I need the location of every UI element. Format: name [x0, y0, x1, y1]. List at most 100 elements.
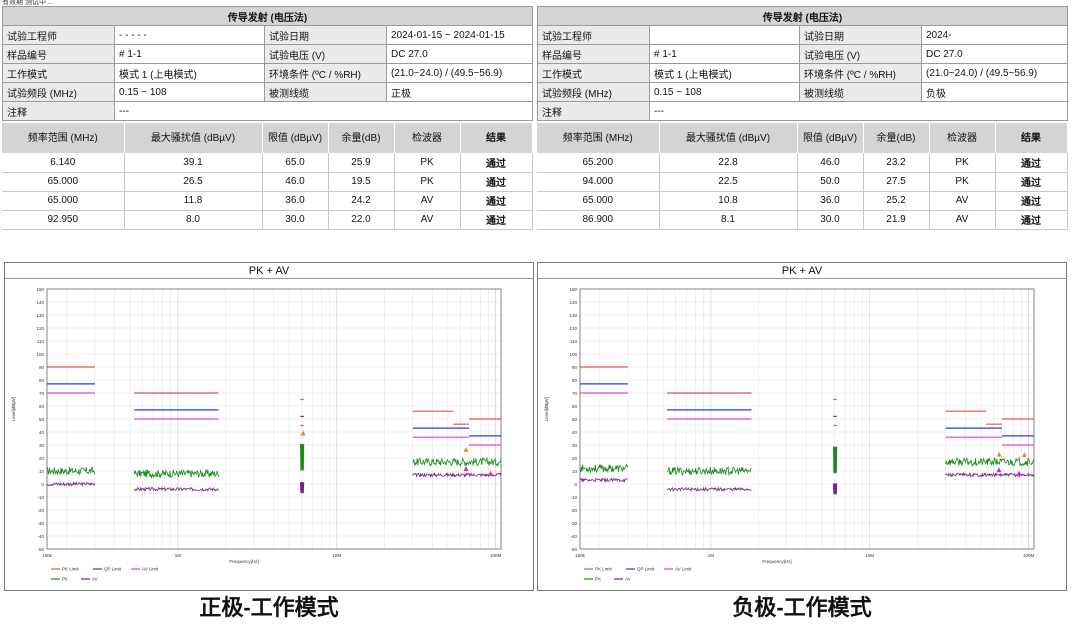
x-axis-label: Frequency[Hz]	[229, 559, 258, 564]
y-tick-label: 80	[39, 378, 45, 383]
sample-value: # 1-1	[114, 44, 265, 64]
cell-margin: 25.9	[328, 153, 395, 173]
cell-detector: AV	[929, 210, 996, 230]
pk-trace	[579, 463, 629, 474]
peak-marker	[996, 451, 1002, 457]
y-tick-label: -30	[570, 521, 577, 526]
caption-negative: 负极-工作模式	[732, 595, 872, 620]
cell-detector: AV	[394, 191, 461, 211]
cell-margin: 27.5	[863, 172, 930, 192]
note-label: 注释	[2, 101, 115, 121]
y-tick-label: 90	[572, 365, 578, 370]
cell-frequency: 65.000	[537, 191, 660, 211]
col-header-result: 结果	[460, 123, 533, 153]
cell-max-value: 22.8	[659, 153, 798, 173]
y-tick-label: 140	[569, 300, 577, 305]
test-info-table: 传导发射 (电压法) 试验工程师 试验日期 2024- 样品编号 # 1-1 试…	[536, 6, 1069, 121]
cell-frequency: 65.200	[537, 153, 660, 173]
av-trace	[833, 483, 838, 495]
pk-trace	[945, 456, 1035, 467]
cell-result: 通过	[460, 153, 533, 173]
y-tick-label: 20	[572, 456, 578, 461]
cell-margin: 22.0	[328, 210, 395, 230]
caption-positive: 正极-工作模式	[199, 595, 339, 620]
cable-value: 正极	[385, 82, 534, 102]
av-trace	[300, 482, 305, 494]
table-row: 6.140 39.1 65.0 25.9 PK 通过	[2, 153, 533, 173]
table-row: 65.000 26.5 46.0 19.5 PK 通过	[2, 172, 533, 192]
env-label: 环境条件 (ºC / %RH)	[264, 63, 387, 83]
col-header-frequency: 频率范围 (MHz)	[2, 123, 125, 153]
legend-label: AV	[625, 577, 631, 582]
y-tick-label: -50	[37, 547, 44, 552]
chart-title: PK + AV	[5, 263, 533, 279]
y-tick-label: -20	[570, 508, 577, 513]
x-tick-label: 100M	[1023, 553, 1035, 558]
cell-max-value: 8.1	[659, 210, 798, 230]
peak-marker	[463, 465, 469, 471]
legend-label: QP Limit	[104, 567, 122, 572]
chart-svg: 1501401301201101009080706050403020100-10…	[544, 287, 1035, 582]
top-note: 有效期 测试中 ...	[2, 0, 54, 6]
cell-limit: 46.0	[797, 153, 864, 173]
cell-result: 通过	[995, 172, 1068, 192]
legend-label: AV Limit	[675, 567, 692, 572]
av-trace	[666, 486, 752, 493]
col-header-limit: 限值 (dBµV)	[262, 123, 329, 153]
results-table: 频率范围 (MHz) 最大骚扰值 (dBµV) 限值 (dBµV) 余量(dB)…	[2, 123, 533, 230]
table-title: 传导发射 (电压法)	[536, 6, 1069, 26]
cell-limit: 50.0	[797, 172, 864, 192]
cell-max-value: 10.8	[659, 191, 798, 211]
y-tick-label: 130	[569, 313, 577, 318]
col-header-frequency: 频率范围 (MHz)	[537, 123, 660, 153]
col-header-detector: 检波器	[394, 123, 461, 153]
table-row: 65.000 10.8 36.0 25.2 AV 通过	[537, 191, 1068, 211]
x-axis-label: Frequency[Hz]	[762, 559, 791, 564]
mode-label: 工作模式	[2, 63, 115, 83]
y-tick-label: 90	[39, 365, 45, 370]
y-tick-label: -10	[37, 495, 44, 500]
cell-margin: 19.5	[328, 172, 395, 192]
cell-frequency: 6.140	[2, 153, 125, 173]
x-tick-label: 100M	[490, 553, 502, 558]
y-tick-label: 120	[36, 326, 44, 331]
y-tick-label: -40	[570, 534, 577, 539]
y-tick-label: 60	[572, 404, 578, 409]
y-tick-label: 20	[39, 456, 45, 461]
pk-trace	[46, 466, 96, 476]
col-header-margin: 余量(dB)	[863, 123, 930, 153]
col-header-detector: 检波器	[929, 123, 996, 153]
table-row: 65.200 22.8 46.0 23.2 PK 通过	[537, 153, 1068, 173]
engineer-value	[649, 25, 800, 45]
y-tick-label: 40	[572, 430, 578, 435]
y-tick-label: 10	[572, 469, 578, 474]
y-tick-label: -40	[37, 534, 44, 539]
table-row: 65.000 11.8 36.0 24.2 AV 通过	[2, 191, 533, 211]
env-label: 环境条件 (ºC / %RH)	[799, 63, 922, 83]
y-tick-label: 80	[572, 378, 578, 383]
mode-value: 模式 1 (上电模式)	[649, 63, 800, 83]
cell-result: 通过	[460, 191, 533, 211]
table-row: 94.000 22.5 50.0 27.5 PK 通过	[537, 172, 1068, 192]
engineer-label: 试验工程师	[537, 25, 650, 45]
av-trace	[945, 472, 1035, 478]
env-value: (21.0~24.0) / (49.5~56.9)	[920, 63, 1069, 83]
av-trace	[133, 486, 219, 492]
y-tick-label: 0	[574, 482, 577, 487]
emission-chart-negative: PK + AV 150 140 130 120 110 100 90 80 70 60 50 40 30…	[537, 262, 1067, 591]
report-panel-positive: 传导发射 (电压法) 试验工程师 - - - - - 试验日期 2024-01-…	[1, 6, 534, 230]
y-tick-label: 40	[39, 430, 45, 435]
pk-trace	[300, 443, 305, 471]
y-tick-label: 10	[39, 469, 45, 474]
x-tick-label: 10M	[865, 553, 874, 558]
y-tick-label: 60	[39, 404, 45, 409]
mode-value: 模式 1 (上电模式)	[114, 63, 265, 83]
cell-limit: 46.0	[262, 172, 329, 192]
y-tick-label: -10	[570, 495, 577, 500]
cell-result: 通过	[460, 172, 533, 192]
pk-trace	[833, 446, 838, 474]
x-tick-label: 150k	[575, 553, 586, 558]
date-label: 试验日期	[264, 25, 387, 45]
cell-result: 通过	[460, 210, 533, 230]
av-trace	[412, 472, 502, 478]
